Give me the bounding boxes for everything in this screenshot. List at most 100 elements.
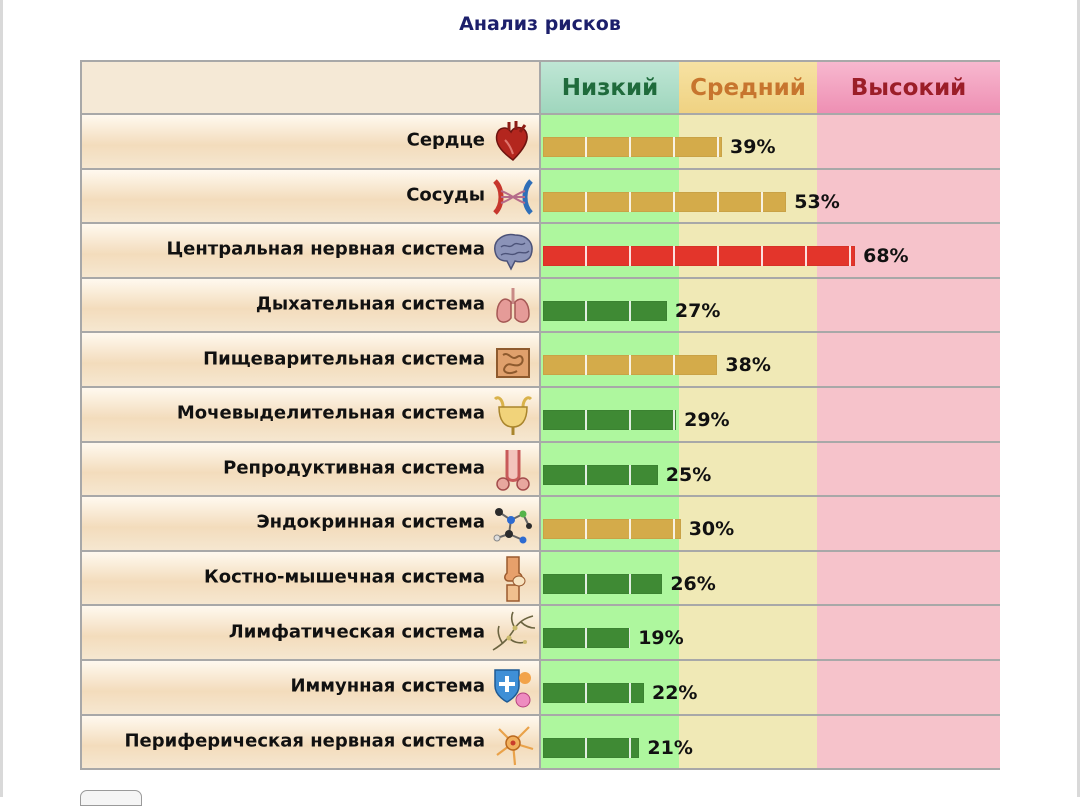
row-label-cell: Костно-мышечная система [82, 551, 541, 607]
value-label: 27% [674, 299, 721, 322]
header-low: Низкий [541, 62, 679, 113]
row-divider [82, 276, 1000, 279]
bar-segments [543, 191, 787, 212]
chart-row: Эндокринная система 30% [82, 497, 1000, 552]
bar-segments [543, 137, 722, 157]
bar-segments [543, 464, 658, 485]
bladder-icon [489, 391, 537, 439]
reproductive-icon [489, 446, 537, 494]
row-label-cell: Иммунная система [82, 661, 541, 716]
risk-bar [543, 191, 787, 212]
chart-row: Мочевыделительная система 29% [82, 388, 1000, 443]
chart-title: Анализ рисков [459, 13, 621, 35]
header-high: Высокий [817, 62, 1000, 113]
row-divider [82, 331, 1000, 334]
value-label: 30% [688, 518, 735, 541]
row-label-cell: Репродуктивная система [82, 442, 541, 498]
value-label: 25% [665, 463, 712, 486]
value-label: 22% [651, 682, 698, 704]
risk-bar [543, 519, 681, 540]
bar-segments [543, 410, 677, 430]
value-label: 53% [794, 190, 840, 213]
chart-row: Иммунная система 22% [82, 661, 1000, 716]
bar-segments [543, 628, 631, 649]
risk-bar [543, 137, 722, 157]
row-label-cell: Сердце [82, 115, 541, 170]
category-label: Пищеварительная система [203, 348, 485, 370]
chart-row: Периферическая нервная система 21% [82, 715, 1000, 771]
value-label: 29% [684, 409, 730, 431]
molecule-icon [489, 500, 537, 548]
chart-row: Лимфатическая система 19% [82, 606, 1000, 661]
value-label: 68% [863, 245, 909, 268]
row-divider [82, 385, 1000, 388]
intestine-icon [489, 337, 537, 385]
chart-row: Репродуктивная система 25% [82, 442, 1000, 498]
row-divider [82, 440, 1000, 443]
risk-bar [543, 628, 631, 649]
scroll-tab-button[interactable] [80, 790, 142, 806]
category-label: Дыхательная система [255, 293, 485, 315]
row-label-cell: Центральная нервная система [82, 224, 541, 279]
risk-bar [543, 410, 677, 430]
row-label-cell: Эндокринная система [82, 497, 541, 552]
row-divider [82, 658, 1000, 661]
page-edge-right [1077, 0, 1080, 797]
category-label: Сердце [406, 129, 485, 151]
value-label: 38% [725, 354, 771, 377]
category-label: Мочевыделительная система [176, 402, 485, 424]
bar-segments [543, 246, 856, 267]
row-divider [82, 222, 1000, 225]
row-label-cell: Лимфатическая система [82, 606, 541, 661]
value-label: 26% [670, 572, 716, 595]
risk-bar [543, 573, 663, 594]
category-label: Лимфатическая система [228, 621, 485, 643]
row-label-cell: Дыхательная система [82, 278, 541, 334]
header-divider [82, 113, 1000, 115]
risk-bar [543, 464, 658, 485]
row-label-cell: Периферическая нервная система [82, 715, 541, 771]
risk-bar [543, 683, 644, 703]
vessels-icon [489, 173, 537, 221]
row-label-cell: Сосуды [82, 169, 541, 225]
chart-row: Сосуды 53% [82, 169, 1000, 225]
category-label: Костно-мышечная система [204, 566, 485, 588]
row-divider [82, 604, 1000, 607]
header-label-column [82, 62, 541, 113]
zone-medium-background [679, 62, 817, 768]
header-medium: Средний [679, 62, 817, 113]
bar-segments [543, 519, 681, 540]
category-label: Центральная нервная система [166, 238, 485, 260]
category-label: Эндокринная система [256, 511, 485, 533]
row-label-cell: Пищеварительная система [82, 333, 541, 388]
lymph-icon [489, 610, 537, 658]
bar-segments [543, 737, 640, 758]
risk-bar [543, 246, 856, 267]
row-divider [82, 549, 1000, 552]
zone-high-background [817, 62, 1000, 768]
category-label: Репродуктивная система [223, 457, 485, 479]
risk-bar [543, 300, 667, 321]
row-divider [82, 167, 1000, 170]
category-label: Иммунная система [290, 675, 485, 697]
row-divider [82, 713, 1000, 716]
row-divider [82, 768, 1000, 771]
value-label: 21% [647, 736, 693, 759]
chart-row: Дыхательная система 27% [82, 278, 1000, 334]
bar-segments [543, 355, 718, 376]
risk-bar [543, 737, 640, 758]
brain-icon [489, 227, 537, 275]
bar-segments [543, 300, 667, 321]
category-label: Сосуды [406, 184, 485, 206]
neuron-icon [489, 719, 537, 767]
lungs-icon [489, 282, 537, 330]
row-label-cell: Мочевыделительная система [82, 388, 541, 443]
bar-segments [543, 683, 644, 703]
chart-row: Сердце 39% [82, 115, 1000, 170]
value-label: 39% [730, 136, 776, 158]
risk-chart: Низкий Средний Высокий Сердце 39% Сосуды 53… [80, 60, 1000, 771]
category-label: Периферическая нервная система [124, 730, 485, 752]
page-edge-left [0, 0, 3, 797]
knee-joint-icon [489, 555, 537, 603]
risk-bar [543, 355, 718, 376]
